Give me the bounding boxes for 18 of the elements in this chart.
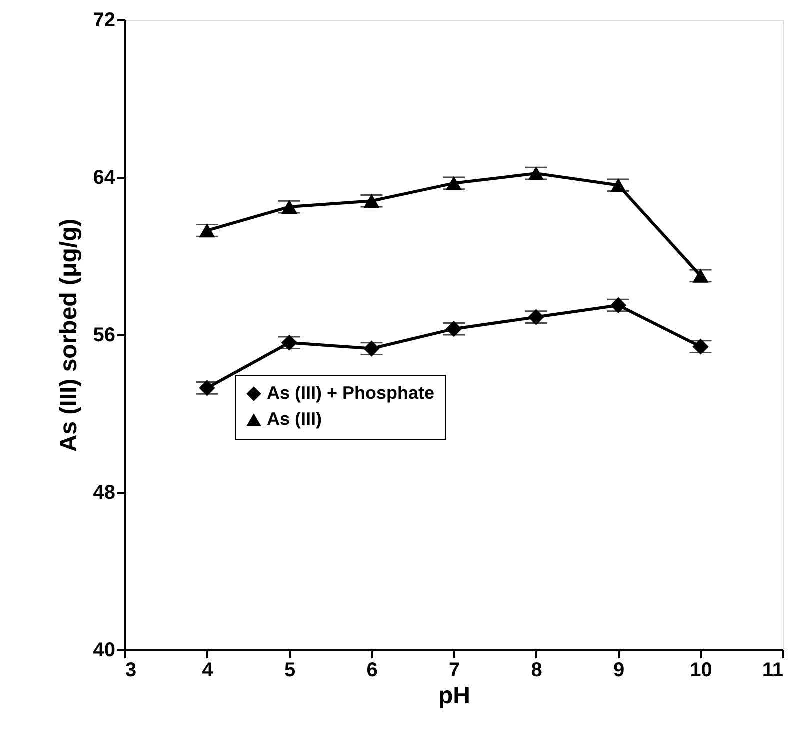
x-tick-label: 8 <box>531 660 542 682</box>
x-tick-label: 11 <box>762 660 784 682</box>
y-tick-label: 72 <box>93 10 116 32</box>
x-axis-title: pH <box>438 682 470 710</box>
y-tick-label: 40 <box>93 640 116 662</box>
x-tick-label: 10 <box>690 660 712 682</box>
y-tick-label: 56 <box>93 324 116 346</box>
x-tick-label: 6 <box>366 660 378 682</box>
legend-label: As (III) + Phosphate <box>267 383 435 403</box>
x-tick-label: 9 <box>613 660 625 682</box>
x-tick-label: 5 <box>284 660 296 682</box>
legend-label: As (III) <box>267 409 322 429</box>
x-tick-label: 7 <box>448 660 460 682</box>
y-tick-label: 48 <box>93 482 116 504</box>
y-axis-title: As (III) sorbed (μg/g) <box>55 218 82 452</box>
x-tick-label: 4 <box>202 660 214 682</box>
x-tick-label: 3 <box>126 660 137 682</box>
y-tick-label: 64 <box>93 167 116 189</box>
